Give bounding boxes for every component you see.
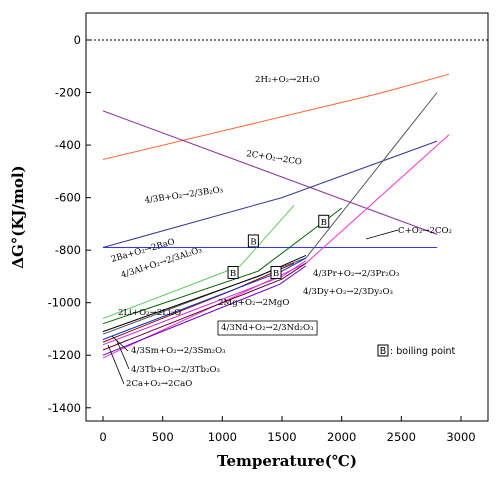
series-line <box>102 207 343 325</box>
y-tick-label: -600 <box>55 191 81 205</box>
x-axis-ticks: 0 500 1000 1500 2000 2500 3000 <box>99 416 476 444</box>
leader-line <box>107 344 125 385</box>
reaction-label: C+O₂→2CO₂ <box>398 226 452 236</box>
x-tick-label: 1500 <box>267 430 296 444</box>
legend-text: : boiling point <box>390 346 456 357</box>
reaction-label: 4/3Tb+O₂→2/3Tb₂O₃ <box>131 365 221 375</box>
y-tick-label: -200 <box>55 86 81 100</box>
reaction-label: 4/3Nd+O₂→2/3Nd₂O₃ <box>221 323 314 333</box>
series-line <box>102 257 307 340</box>
leader-line <box>111 335 129 352</box>
legend-marker-letter: B <box>380 346 387 357</box>
boiling-point-box <box>247 234 259 248</box>
boiling-point-box <box>227 265 239 279</box>
boiling-point-markers: B B B B <box>227 214 330 279</box>
x-tick-label: 0 <box>99 430 106 444</box>
series-line <box>102 262 307 351</box>
x-tick-label: 1000 <box>208 430 237 444</box>
boiling-point-letter: B <box>230 269 236 279</box>
y-tick-label: -400 <box>55 138 81 152</box>
leader-line <box>365 229 399 240</box>
y-tick-label: -1200 <box>48 348 81 362</box>
x-tick-label: 2000 <box>327 430 356 444</box>
legend: B : boiling point <box>377 344 456 357</box>
y-tick-label: 0 <box>74 33 81 47</box>
x-tick-label: 3000 <box>446 430 475 444</box>
legend-marker-box <box>377 344 389 357</box>
boiling-point-letter: B <box>321 218 327 228</box>
reaction-label: 4/3Dy+O₂→2/3Dy₂O₃ <box>303 287 394 297</box>
series-line <box>102 140 438 248</box>
y-tick-label: -800 <box>55 243 81 257</box>
y-axis-title: ΔG°(KJ/mol) <box>9 165 27 268</box>
reaction-label: 4/3Sm+O₂→2/3Sm₂O₃ <box>131 346 226 356</box>
x-axis-title: Temperature(℃) <box>217 452 357 470</box>
reaction-label: 4/3Pr+O₂→2/3Pr₂O₃ <box>313 269 400 279</box>
boiling-point-letter: B <box>273 269 279 279</box>
series-line <box>102 254 307 333</box>
series-line <box>102 205 295 319</box>
leader-line <box>116 340 130 370</box>
series-line <box>102 260 307 346</box>
boiling-point-box <box>318 214 330 228</box>
x-tick-label: 500 <box>152 430 174 444</box>
series-line <box>102 110 438 235</box>
series-line <box>102 265 307 356</box>
reaction-label: 2Li+O₂→2Li₂O <box>118 308 181 318</box>
series-line <box>102 73 450 160</box>
y-axis-ticks: 0 -200 -400 -600 -800 -1000 -1200 -1400 <box>48 33 91 415</box>
boiling-point-letter: B <box>250 237 256 247</box>
plot-frame <box>85 12 489 422</box>
reaction-label: 2Ca+O₂→2CaO <box>126 379 192 389</box>
label-box <box>217 320 318 336</box>
boiling-point-box <box>270 265 282 279</box>
y-tick-label: -1000 <box>48 296 81 310</box>
y-tick-label: -1400 <box>48 401 81 415</box>
x-tick-label: 2500 <box>387 430 416 444</box>
reaction-label: 2Mg+O₂→2MgO <box>218 298 289 308</box>
reaction-label: 2H₂+O₂→2H₂O <box>255 75 320 85</box>
